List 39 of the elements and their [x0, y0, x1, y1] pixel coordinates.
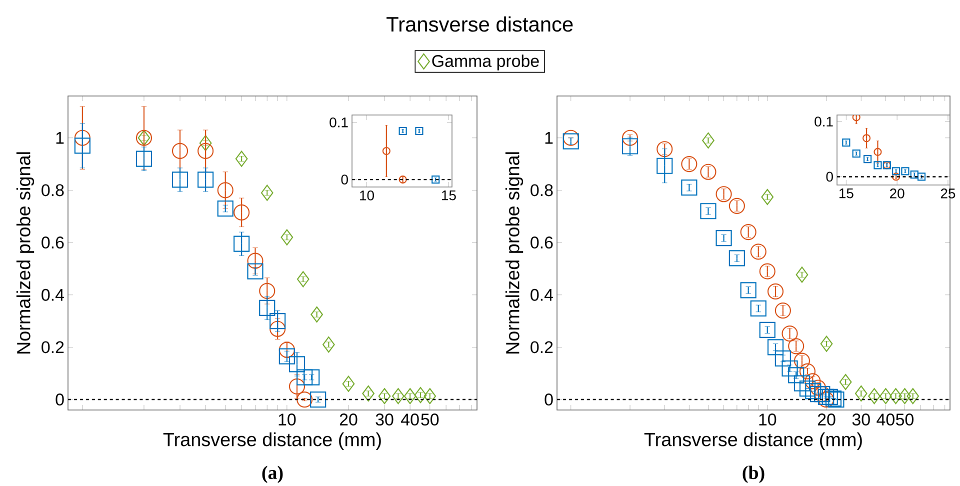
- x-tick-label: 50: [421, 414, 439, 426]
- y-tick-label: 0.6: [42, 236, 64, 249]
- y-tick-label: 0.8: [42, 184, 64, 196]
- y-tick-label: 0.1: [814, 116, 833, 127]
- x-tick-label: 20: [340, 414, 358, 426]
- x-tick-label: 10: [360, 190, 374, 200]
- y-tick-label: 0.4: [42, 288, 64, 301]
- y-tick-label: 0.6: [530, 236, 553, 249]
- y-tick-label: 0.2: [42, 341, 64, 354]
- x-tick-label: 30: [376, 414, 394, 426]
- y-tick-label: 1: [56, 132, 64, 144]
- y-tick-label: 0: [56, 394, 64, 406]
- y-tick-label: 0: [544, 394, 553, 406]
- x-tick-label: 40: [876, 414, 894, 426]
- y-axis-title: Normalized probe signal: [16, 152, 34, 354]
- x-tick-label: 10: [278, 414, 296, 426]
- y-tick-label: 0.1: [330, 117, 348, 128]
- y-tick-label: 0.8: [530, 184, 553, 196]
- y-axis-title: Normalized probe signal: [505, 152, 524, 354]
- y-tick-label: 0: [826, 172, 833, 182]
- y-tick-label: 1: [545, 132, 553, 144]
- x-tick-label: 15: [442, 190, 456, 200]
- x-tick-label: 10: [759, 414, 776, 426]
- x-tick-label: 20: [890, 188, 904, 198]
- x-tick-label: 40: [401, 414, 419, 426]
- x-tick-label: 25: [940, 188, 956, 198]
- x-axis-title: Transverse distance (mm): [644, 432, 862, 450]
- x-tick-label: 20: [818, 414, 836, 426]
- text: (a): [262, 466, 283, 483]
- chart-title: Transverse distance: [386, 16, 573, 32]
- y-tick-label: 0.4: [530, 288, 553, 301]
- legend-label: Gamma probe: [432, 54, 539, 70]
- text: (b): [742, 466, 764, 483]
- x-tick-label: 30: [852, 414, 870, 426]
- x-tick-label: 15: [839, 188, 854, 198]
- y-tick-label: 0: [341, 174, 348, 185]
- x-axis-title: Transverse distance (mm): [163, 432, 381, 450]
- x-tick-label: 50: [896, 414, 914, 426]
- y-tick-label: 0.2: [530, 341, 553, 354]
